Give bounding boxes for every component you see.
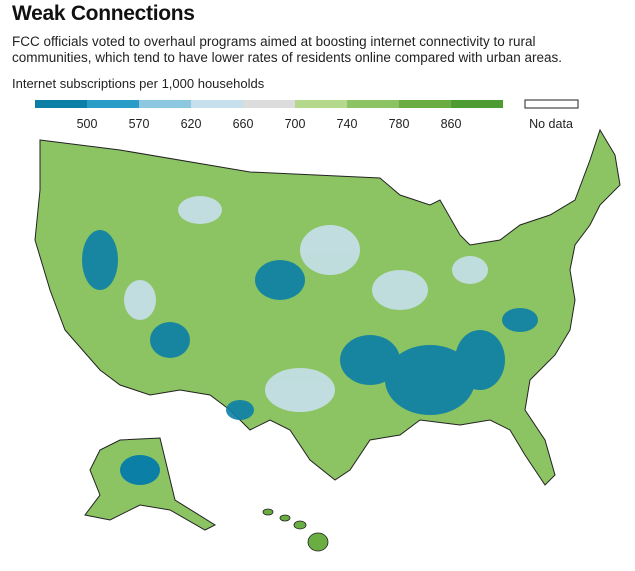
legend-title: Internet subscriptions per 1,000 househo… xyxy=(12,76,265,91)
no-data-label: No data xyxy=(529,117,573,131)
legend-swatch xyxy=(87,100,139,108)
legend-swatch xyxy=(35,100,87,108)
title: Weak Connections xyxy=(12,2,195,25)
subtitle: FCC officials voted to overhaul programs… xyxy=(12,34,563,65)
legend-tick-label: 780 xyxy=(389,117,410,131)
legend-swatch xyxy=(295,100,347,108)
legend-tick-label: 700 xyxy=(285,117,306,131)
light-areas xyxy=(124,196,488,412)
legend-swatch xyxy=(243,100,295,108)
no-data-swatch xyxy=(524,99,579,109)
blue-areas xyxy=(82,230,538,420)
legend-tick-label: 740 xyxy=(337,117,358,131)
legend-swatch xyxy=(191,100,243,108)
hawaii xyxy=(262,508,329,552)
legend-swatch xyxy=(451,100,503,108)
legend-tick-label: 620 xyxy=(181,117,202,131)
legend-tick-label: 860 xyxy=(441,117,462,131)
legend-tick-label: 570 xyxy=(129,117,150,131)
legend-swatch xyxy=(139,100,191,108)
legend-tick-label: 660 xyxy=(233,117,254,131)
alaska-blue xyxy=(120,455,160,485)
legend-swatch xyxy=(399,100,451,108)
legend-tick-label: 500 xyxy=(77,117,98,131)
lower-48 xyxy=(34,128,621,486)
us-map xyxy=(34,128,621,552)
alaska xyxy=(84,437,217,531)
legend-swatch xyxy=(347,100,399,108)
